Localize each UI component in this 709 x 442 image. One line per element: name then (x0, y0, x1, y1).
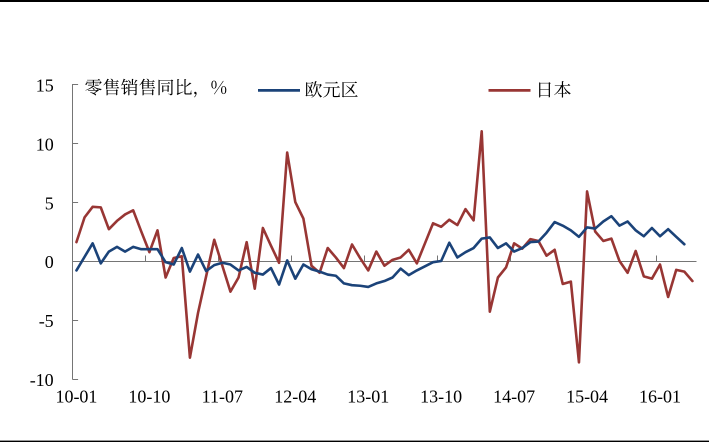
svg-text:15-04: 15-04 (566, 387, 608, 407)
svg-text:16-01: 16-01 (639, 387, 681, 407)
svg-text:13-01: 13-01 (347, 387, 389, 407)
svg-text:0: 0 (45, 252, 54, 272)
svg-text:10-10: 10-10 (128, 387, 170, 407)
svg-text:11-07: 11-07 (202, 387, 243, 407)
svg-text:15: 15 (36, 76, 54, 96)
svg-text:5: 5 (45, 193, 54, 213)
svg-text:13-10: 13-10 (420, 387, 462, 407)
svg-text:10: 10 (36, 134, 54, 154)
svg-text:10-01: 10-01 (55, 387, 97, 407)
svg-text:12-04: 12-04 (274, 387, 316, 407)
svg-text:14-07: 14-07 (493, 387, 535, 407)
svg-text:-10: -10 (30, 370, 54, 390)
svg-text:-5: -5 (39, 311, 54, 331)
